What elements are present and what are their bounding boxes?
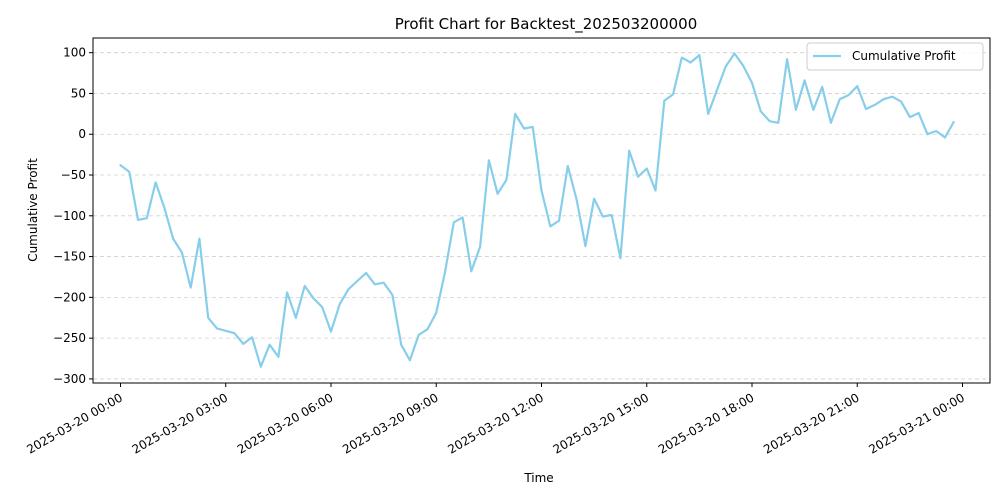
gridlines [93, 52, 990, 380]
y-tick-label: −200 [53, 290, 86, 304]
legend-label: Cumulative Profit [852, 49, 956, 63]
y-tick-label: −50 [61, 168, 86, 182]
y-tick-label: 50 [71, 86, 86, 100]
y-tick-label: −150 [53, 250, 86, 264]
y-tick-label: −300 [53, 372, 86, 386]
y-tick-label: 0 [78, 127, 86, 141]
chart-title: Profit Chart for Backtest_202503200000 [395, 15, 698, 34]
cumulative-profit-line [119, 52, 955, 368]
y-tick-label: −100 [53, 209, 86, 223]
y-tick-label: 100 [63, 46, 86, 60]
y-axis-ticks: 100 50 0 −50 −100 −150 −200 −250 −300 [53, 46, 93, 386]
x-axis-label: Time [523, 471, 553, 485]
series-layer [119, 52, 955, 368]
legend-box [806, 42, 984, 71]
y-axis-label: Cumulative Profit [26, 158, 40, 262]
legend: Cumulative Profit [806, 42, 984, 71]
y-tick-label: −250 [53, 331, 86, 345]
